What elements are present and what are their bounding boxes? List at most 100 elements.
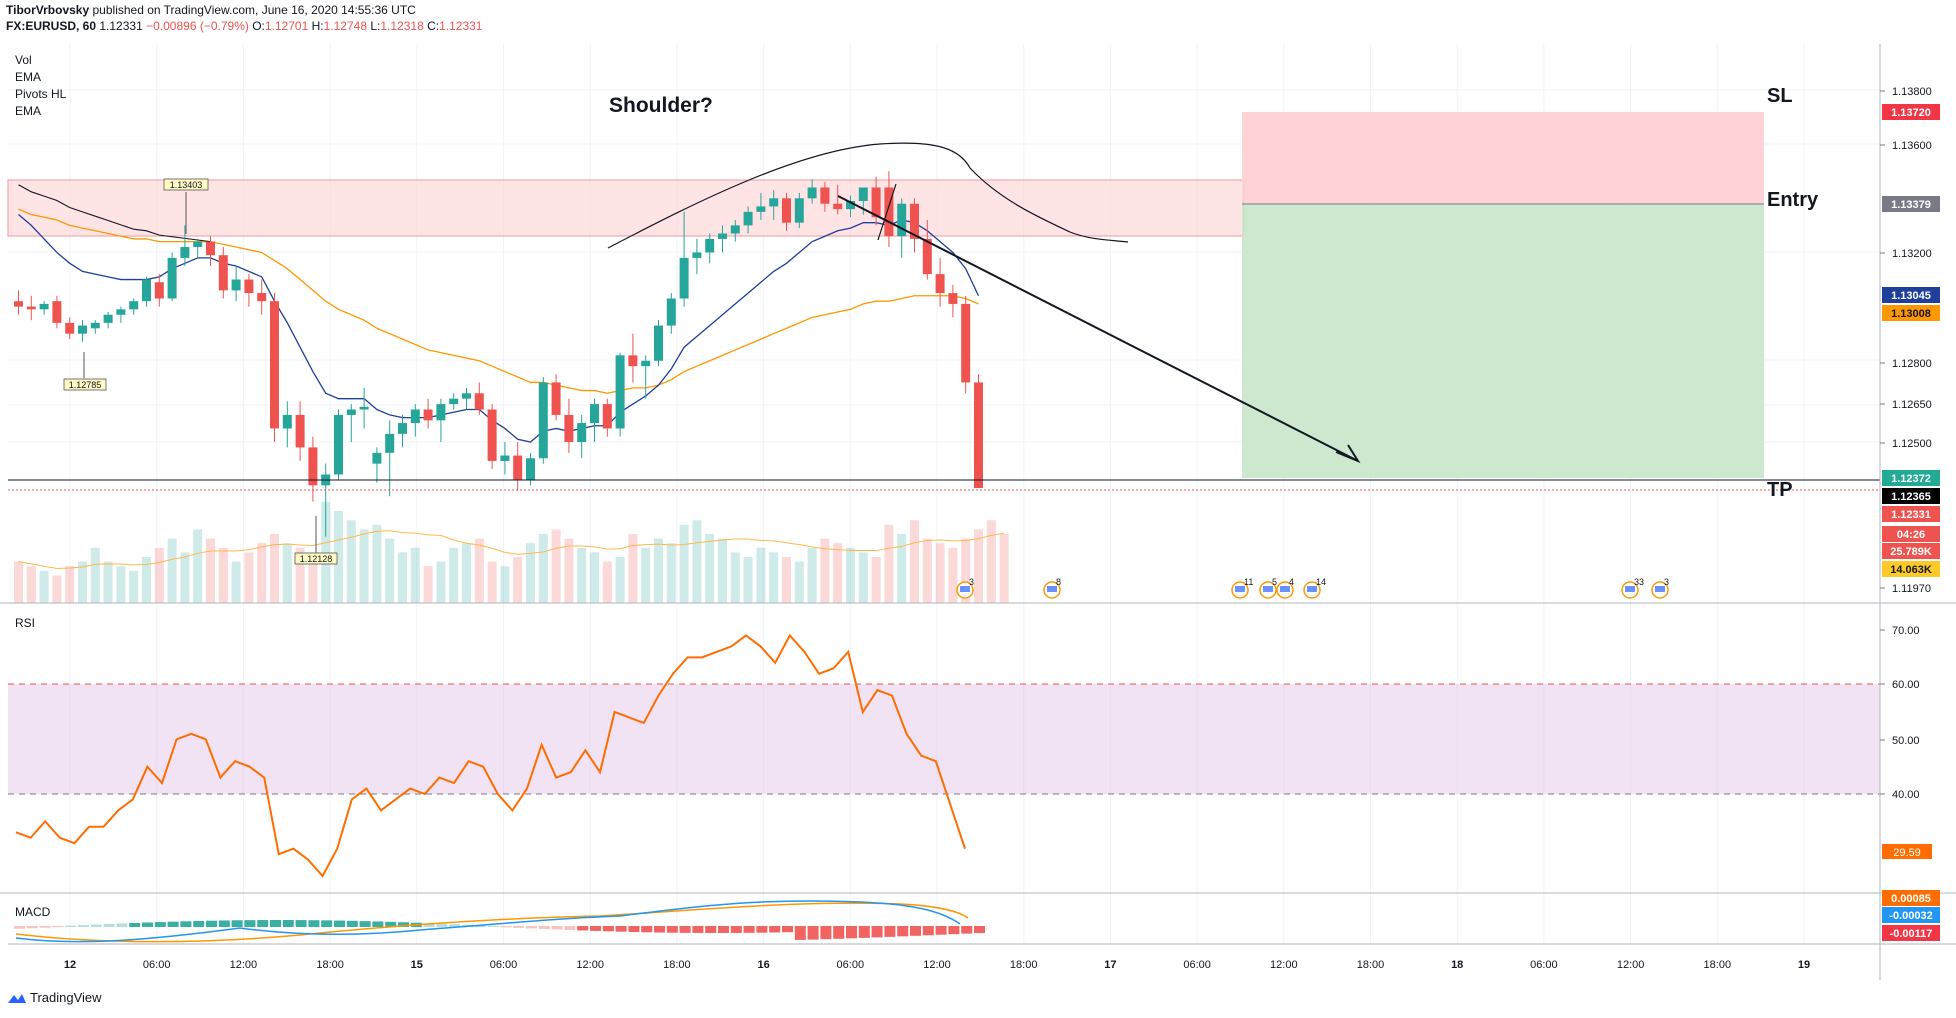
trendline-short[interactable] [877,183,897,241]
volume-bar [615,557,625,603]
candle [423,409,433,421]
event-count: 3 [969,577,974,587]
pivot-low-marker-1: 1.12785 [63,352,107,391]
rsi-tick-label: 50.00 [1892,735,1920,747]
candle [14,301,23,307]
price-tag-text: 25.789K [1890,546,1932,558]
volume-bar [935,543,945,603]
candle [654,325,663,361]
indicator-ema[interactable]: EMA [15,70,42,84]
macd-bar [14,926,25,929]
moving-averages [18,184,980,443]
tp-label[interactable]: TP [1767,479,1793,501]
candle [334,414,343,475]
projection-arrow[interactable] [837,195,1357,461]
candle [90,322,100,329]
macd-tag-text: -0.00117 [1890,928,1933,940]
macd-bar [423,923,435,927]
volume-bar [270,534,279,603]
volume-bar [666,543,676,603]
macd-bar [590,926,601,931]
macd-bar [180,921,192,927]
candle [602,404,612,429]
macd-histogram [14,920,985,940]
macd-bar [474,925,486,927]
macd-bar [628,926,640,932]
candle [154,282,164,299]
candle [65,322,75,334]
macd-pane-label[interactable]: MACD [15,905,51,919]
macd-bar [103,923,115,927]
macd-bar [922,926,934,936]
published-text: published on TradingView.com, June 16, 2… [92,3,416,17]
indicator-legend: Vol EMA Pivots HL EMA [15,52,66,120]
time-tick-label: 06:00 [837,959,865,971]
volume-bar [782,557,791,603]
candle [39,303,49,310]
volume-bar [218,547,228,603]
candle [551,382,561,415]
rsi-line[interactable] [15,633,966,878]
macd-bar [910,926,921,936]
volume-bar [577,547,587,603]
macd-bar [948,926,960,935]
macd-bar [282,920,294,927]
chart-canvas[interactable]: Shoulder? SL Entry TP 1.13403 1.12785 1.… [0,0,1956,990]
candle [718,233,727,239]
candle [910,203,919,239]
take-profit-zone[interactable] [1242,204,1764,478]
event-count: 11 [1244,577,1253,587]
time-tick-label: 06:00 [490,959,518,971]
volume-bar [167,538,177,603]
volume-bar [769,552,779,603]
volume-bar [692,520,702,603]
time-axis[interactable]: 12 06:00 12:00 18:00 15 06:00 12:00 18:00 16 06:0… [64,959,1810,971]
rsi-pane-label[interactable]: RSI [15,616,35,630]
candle [679,257,689,299]
shoulder-label[interactable]: Shoulder? [609,94,713,117]
volume-bar [334,511,343,603]
indicator-vol[interactable]: Vol [15,53,32,67]
price-tag-bg [1882,287,1940,303]
volume-bar [193,529,203,603]
symbol-label[interactable]: FX:EURUSD, 60 [6,19,97,33]
candle [884,187,894,237]
head-shoulders-curve[interactable] [607,142,1129,249]
candle [129,301,139,310]
candle [974,382,983,489]
macd-bar [833,926,845,939]
macd-bar [270,920,281,927]
price-axis[interactable]: 1.13800 1.13600 1.13200 1.12800 1.12650 1.125… [1880,86,1932,595]
macd-bar [730,926,742,933]
candle [257,293,267,302]
candle [295,414,305,448]
time-tick-label: 06:00 [1183,959,1211,971]
tradingview-logo-icon[interactable] [8,993,26,1003]
indicator-pivots[interactable]: Pivots HL [15,87,67,101]
candle [858,187,868,202]
macd-bar [257,920,269,927]
macd-bar [346,920,358,927]
volume-bar [487,561,497,603]
brand-name[interactable]: TradingView [30,990,102,1005]
indicator-ema-2[interactable]: EMA [15,104,42,118]
candle [807,187,817,199]
macd-bar [26,926,38,929]
sl-label[interactable]: SL [1767,85,1793,107]
time-tick-label: 12:00 [1270,959,1298,971]
entry-label[interactable]: Entry [1767,189,1819,211]
volume-bar [52,575,62,603]
author-name[interactable]: TiborVrbovsky [6,3,90,17]
stop-loss-zone[interactable] [1242,112,1764,204]
volume-bar [551,529,561,603]
macd-bar [308,920,320,927]
event-count: 33 [1634,577,1644,587]
rsi-axis[interactable]: 70.00 60.00 50.00 40.00 [1880,625,1920,801]
volume-bar [103,561,113,603]
candle [78,325,87,334]
volume-bar [372,524,382,603]
time-tick-label: 18:00 [1357,959,1385,971]
resistance-zone[interactable] [7,179,1245,237]
time-tick-label: 18 [1451,959,1463,971]
pivot-high-marker: 1.13403 [163,178,209,234]
